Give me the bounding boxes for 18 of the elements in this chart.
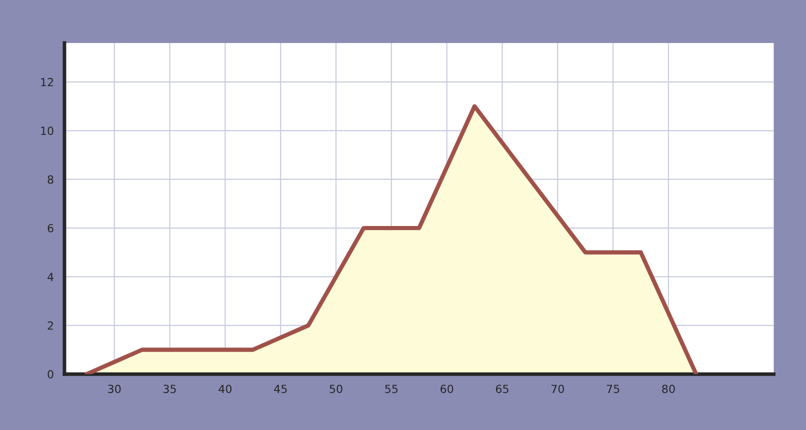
x-tick-label: 60: [440, 384, 454, 394]
x-tick-label: 50: [330, 384, 342, 394]
x-tick-label: 40: [218, 384, 232, 394]
x-tick-label: 65: [496, 384, 508, 394]
y-tick-label: 12: [41, 78, 53, 86]
y-tick-label: 10: [41, 126, 54, 136]
y-tick-label: 2: [48, 321, 53, 330]
x-tick-label: 75: [606, 384, 620, 394]
x-tick-label: 45: [274, 384, 287, 394]
y-tick-label: 4: [48, 272, 54, 281]
y-tick-label: 8: [48, 175, 54, 184]
x-tick-label: 55: [385, 384, 398, 394]
x-tick-label: 70: [551, 384, 564, 394]
x-tick-label: 80: [662, 384, 675, 394]
y-tick-label: 0: [48, 370, 54, 378]
x-tick-label: 35: [164, 384, 176, 394]
y-tick-label: 6: [48, 224, 54, 232]
x-tick-label: 30: [108, 384, 121, 394]
